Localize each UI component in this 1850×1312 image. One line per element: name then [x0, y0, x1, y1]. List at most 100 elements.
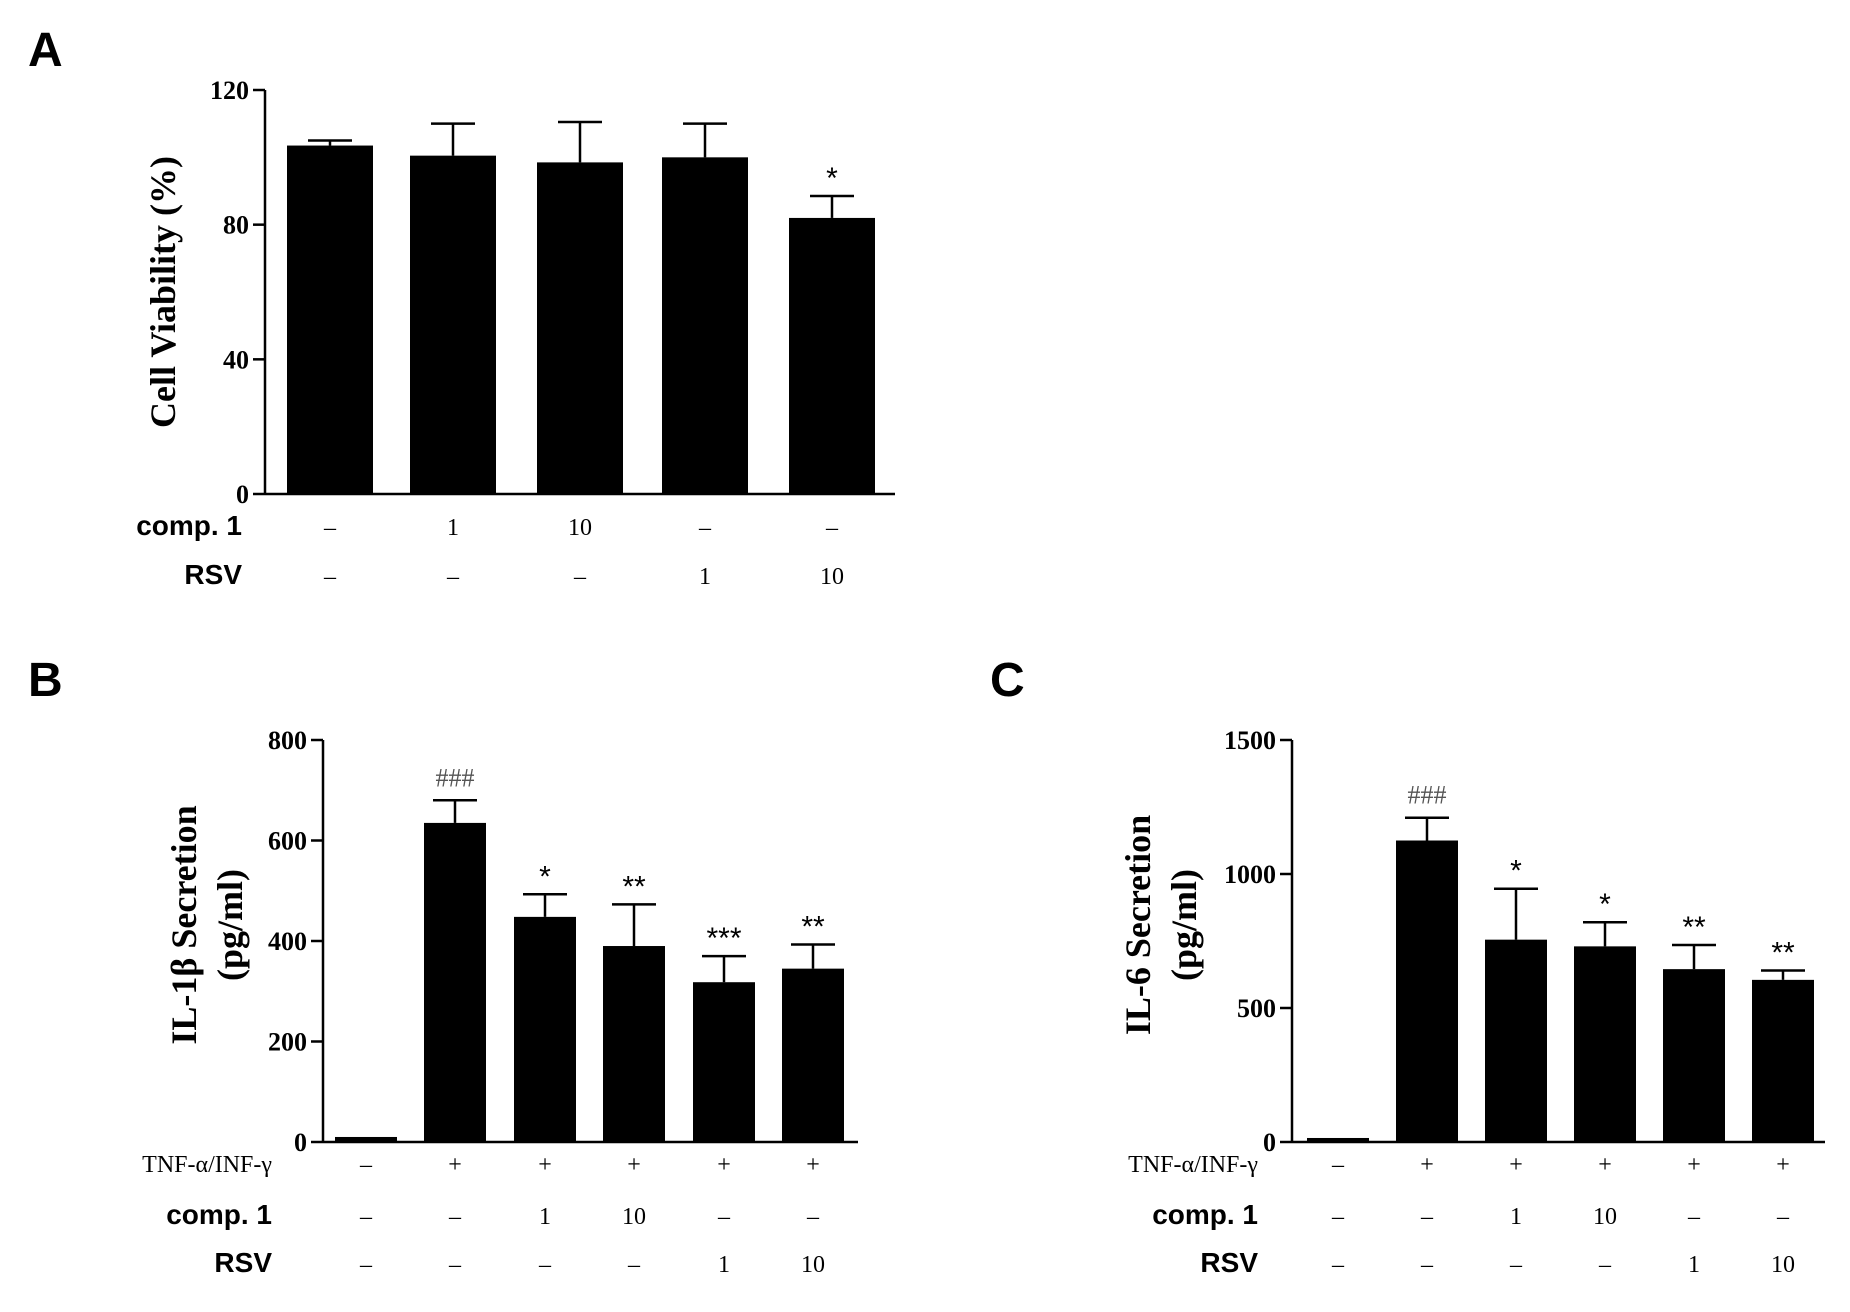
row-label: comp. 1 — [136, 510, 242, 541]
y-tick-label: 200 — [268, 1028, 307, 1057]
y-tick-label: 0 — [294, 1128, 307, 1157]
condition-cell: 10 — [622, 1204, 646, 1230]
hash-annotation: ### — [436, 763, 475, 792]
condition-cell: – — [806, 1204, 820, 1230]
condition-cell: + — [448, 1152, 462, 1178]
row-label: comp. 1 — [166, 1199, 272, 1230]
condition-cell: – — [1331, 1252, 1345, 1278]
condition-cell: – — [717, 1204, 731, 1230]
condition-cell: – — [1776, 1204, 1790, 1230]
condition-cell: + — [1687, 1152, 1701, 1178]
y-tick-label: 40 — [223, 345, 249, 374]
condition-cell: + — [627, 1152, 641, 1178]
bar — [410, 155, 496, 494]
condition-cell: – — [698, 515, 712, 541]
condition-cell: – — [1331, 1152, 1345, 1178]
condition-cell: – — [538, 1252, 552, 1278]
condition-cell: 1 — [539, 1204, 551, 1230]
bar — [1307, 1137, 1369, 1142]
y-tick-label: 600 — [268, 827, 307, 856]
bar — [1752, 979, 1814, 1142]
significance-annotation: ** — [801, 911, 825, 944]
bar — [1663, 969, 1725, 1142]
y-axis-title: (pg/ml) — [210, 869, 250, 981]
y-tick-label: 800 — [268, 726, 307, 755]
significance-annotation: * — [1510, 855, 1522, 888]
bar — [789, 217, 875, 494]
y-tick-label: 1000 — [1224, 860, 1276, 889]
condition-cell: – — [448, 1204, 462, 1230]
row-label: RSV — [184, 559, 242, 590]
y-tick-label: 0 — [236, 480, 249, 509]
condition-cell: – — [1331, 1204, 1345, 1230]
bar — [693, 982, 755, 1142]
condition-cell: 10 — [801, 1252, 825, 1278]
condition-cell: + — [1509, 1152, 1523, 1178]
condition-cell: 1 — [699, 564, 711, 590]
y-tick-label: 500 — [1237, 994, 1276, 1023]
condition-cell: 1 — [718, 1252, 730, 1278]
panel-letter-c: C — [990, 654, 1025, 707]
condition-cell: 1 — [1510, 1204, 1522, 1230]
condition-cell: 10 — [568, 515, 592, 541]
bar — [603, 946, 665, 1142]
condition-cell: – — [1509, 1252, 1523, 1278]
condition-cell: + — [717, 1152, 731, 1178]
condition-cell: – — [1420, 1252, 1434, 1278]
condition-cell: + — [1420, 1152, 1434, 1178]
condition-cell: – — [573, 564, 587, 590]
y-tick-label: 80 — [223, 211, 249, 240]
condition-cell: 10 — [1771, 1252, 1795, 1278]
bar — [287, 145, 373, 495]
condition-cell: 1 — [447, 515, 459, 541]
condition-cell: – — [1420, 1204, 1434, 1230]
condition-cell: – — [323, 515, 337, 541]
row-label: comp. 1 — [1152, 1199, 1258, 1230]
row-label: RSV — [1200, 1247, 1258, 1278]
y-axis-title: IL-6 Secretion — [1118, 815, 1158, 1035]
significance-annotation: ** — [1682, 911, 1706, 944]
bar — [1574, 946, 1636, 1142]
y-axis-title: Cell Viability (%) — [143, 156, 183, 428]
bar — [424, 822, 486, 1142]
condition-cell: – — [825, 515, 839, 541]
condition-cell: – — [446, 564, 460, 590]
condition-cell: + — [1776, 1152, 1790, 1178]
row-label: RSV — [214, 1247, 272, 1278]
condition-cell: + — [806, 1152, 820, 1178]
y-tick-label: 120 — [210, 76, 249, 105]
significance-annotation: *** — [706, 922, 741, 955]
bar — [514, 916, 576, 1142]
y-axis-title: IL-1β Secretion — [164, 805, 204, 1044]
condition-cell: – — [1687, 1204, 1701, 1230]
significance-annotation: ** — [1771, 936, 1795, 969]
bar — [537, 162, 623, 494]
condition-cell: – — [448, 1252, 462, 1278]
panel-letter-a: A — [28, 24, 63, 77]
significance-annotation: * — [1599, 888, 1611, 921]
y-tick-label: 1500 — [1224, 726, 1276, 755]
row-label: TNF-α/INF-γ — [1128, 1152, 1258, 1178]
bar — [782, 968, 844, 1142]
y-tick-label: 400 — [268, 927, 307, 956]
condition-cell: – — [359, 1252, 373, 1278]
condition-cell: 1 — [1688, 1252, 1700, 1278]
bar — [662, 157, 748, 495]
y-axis-title: (pg/ml) — [1164, 869, 1204, 981]
bar — [1485, 939, 1547, 1142]
condition-cell: – — [627, 1252, 641, 1278]
condition-cell: – — [1598, 1252, 1612, 1278]
significance-annotation: ** — [622, 870, 646, 903]
significance-annotation: * — [826, 162, 838, 195]
panel-a-viability-chart: 0 40 80 120 Cell Viability (%) * comp. 1 – 1 10 – –… — [136, 76, 895, 590]
condition-cell: – — [323, 564, 337, 590]
bar — [1396, 840, 1458, 1142]
condition-cell: + — [1598, 1152, 1612, 1178]
condition-cell: 10 — [820, 564, 844, 590]
significance-annotation: * — [539, 860, 551, 893]
condition-cell: + — [538, 1152, 552, 1178]
panel-letter-b: B — [28, 654, 63, 707]
